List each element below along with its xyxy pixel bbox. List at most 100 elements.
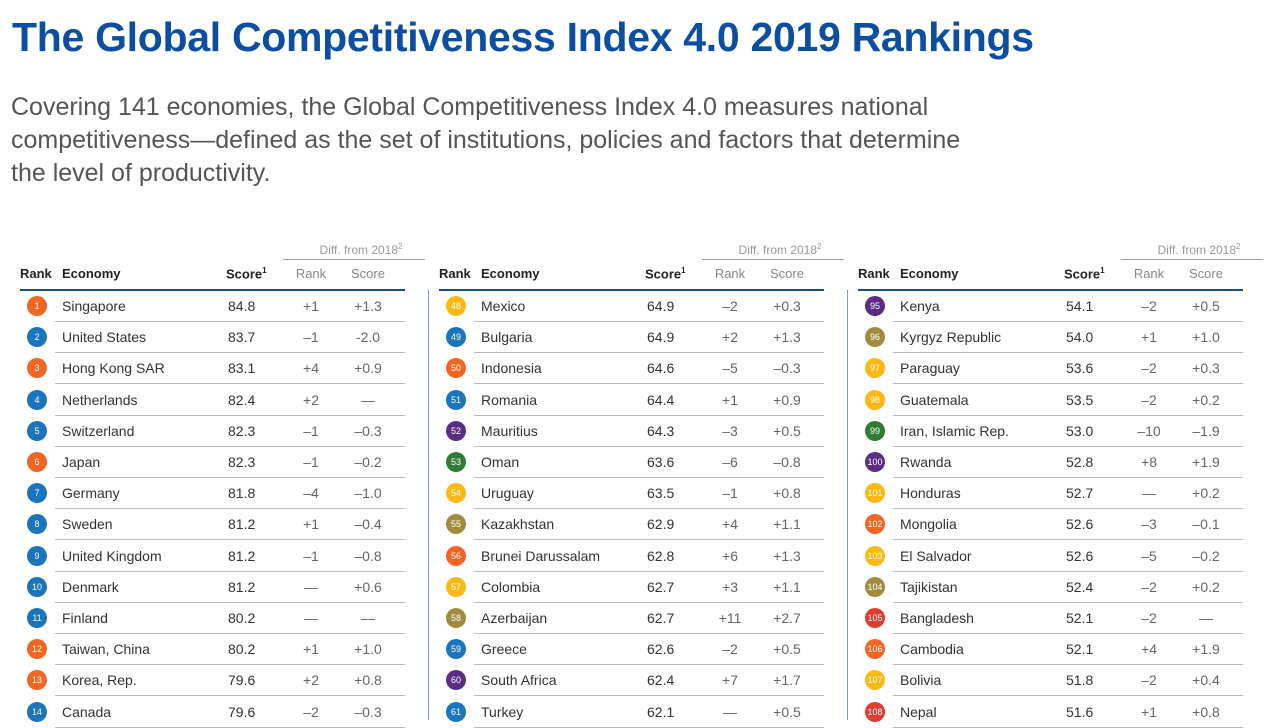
rank-badge: 59 bbox=[446, 639, 466, 660]
economy: Nepal bbox=[900, 703, 937, 720]
economy: Kazakhstan bbox=[481, 516, 555, 533]
diff-rank: +2 bbox=[303, 391, 319, 408]
score: 83.1 bbox=[228, 360, 256, 377]
header-rule bbox=[439, 289, 824, 291]
score: 53.6 bbox=[1066, 360, 1094, 377]
score: 81.8 bbox=[228, 485, 256, 502]
row-rule bbox=[893, 477, 1243, 478]
diff-score: — bbox=[361, 391, 375, 408]
diff-score: +1.0 bbox=[1192, 329, 1220, 346]
rank-badge: 4 bbox=[27, 389, 47, 410]
score: 62.1 bbox=[647, 703, 675, 720]
diff-rank: –2 bbox=[303, 703, 319, 720]
economy: Mauritius bbox=[481, 422, 538, 439]
rank-badge: 3 bbox=[27, 358, 47, 379]
score: 81.2 bbox=[228, 578, 256, 595]
group-rule bbox=[283, 259, 425, 260]
row-rule bbox=[55, 508, 405, 510]
header-economy: Economy bbox=[900, 266, 959, 281]
economy: Oman bbox=[481, 454, 520, 470]
economy: Korea, Rep. bbox=[62, 672, 137, 689]
diff-rank: — bbox=[723, 703, 737, 720]
score: 82.3 bbox=[228, 422, 256, 439]
diff-rank: +1 bbox=[1141, 329, 1157, 346]
diff-rank: –2 bbox=[1141, 391, 1157, 408]
diff-rank: +11 bbox=[718, 610, 742, 626]
diff-score: –0.3 bbox=[354, 422, 382, 439]
diff-score: +0.9 bbox=[773, 391, 801, 408]
rank-badge: 10 bbox=[27, 576, 47, 597]
rank-badge: 51 bbox=[446, 389, 466, 410]
row-rule bbox=[474, 477, 824, 478]
score: 62.7 bbox=[647, 610, 675, 626]
row-rule bbox=[893, 445, 1243, 447]
rank-badge: 50 bbox=[446, 358, 466, 379]
row-rule bbox=[474, 695, 824, 697]
diff-rank: +7 bbox=[722, 672, 738, 689]
diff-score: +1.0 bbox=[354, 641, 382, 658]
header-rule bbox=[20, 289, 405, 291]
score: 52.8 bbox=[1066, 454, 1094, 470]
economy: Bulgaria bbox=[481, 329, 533, 346]
economy: Switzerland bbox=[62, 422, 135, 439]
diff-rank: +3 bbox=[722, 578, 738, 595]
diff-score: — bbox=[361, 610, 375, 626]
economy: Brunei Darussalam bbox=[481, 547, 601, 564]
row-rule bbox=[474, 664, 824, 666]
footnote-mark: 2 bbox=[398, 242, 403, 251]
score: 54.1 bbox=[1066, 298, 1094, 314]
diff-score: +0.2 bbox=[1192, 485, 1220, 502]
rank-badge: 105 bbox=[865, 608, 885, 628]
rank-badge: 5 bbox=[27, 420, 47, 441]
score: 79.6 bbox=[228, 703, 256, 720]
score: 64.9 bbox=[647, 298, 675, 314]
diff-rank: –10 bbox=[1137, 422, 1161, 439]
score: 51.6 bbox=[1066, 703, 1094, 720]
row-rule bbox=[55, 321, 405, 322]
diff-score: -2.0 bbox=[355, 329, 381, 346]
score: 52.1 bbox=[1066, 641, 1094, 658]
score: 81.2 bbox=[228, 547, 256, 564]
diff-score: +0.5 bbox=[773, 641, 801, 658]
diff-score: +1.3 bbox=[354, 298, 382, 314]
diff-rank: +1 bbox=[303, 641, 319, 658]
diff-rank: +1 bbox=[303, 516, 319, 533]
rank-badge: 102 bbox=[865, 514, 885, 535]
diff-rank: –1 bbox=[303, 422, 319, 439]
header-diff-rank: Rank bbox=[714, 266, 746, 281]
diff-score: +1.3 bbox=[773, 329, 801, 346]
diff-score: +0.5 bbox=[773, 422, 801, 439]
diff-score: +1.7 bbox=[773, 672, 801, 689]
diff-rank: +4 bbox=[1141, 641, 1157, 658]
diff-score: +2.7 bbox=[773, 610, 801, 626]
economy: Cambodia bbox=[900, 641, 964, 658]
diff-score: — bbox=[1199, 610, 1213, 626]
footnote-mark: 2 bbox=[817, 242, 822, 251]
rank-badge: 60 bbox=[446, 670, 466, 691]
diff-score: +0.4 bbox=[1192, 672, 1220, 689]
row-rule bbox=[55, 726, 405, 728]
rank-badge: 7 bbox=[27, 483, 47, 504]
rank-badge: 1 bbox=[27, 296, 47, 316]
rank-badge: 97 bbox=[865, 358, 885, 379]
row-rule bbox=[55, 352, 405, 354]
header-diff-rank: Rank bbox=[295, 266, 327, 281]
diff-score: +0.8 bbox=[1192, 703, 1220, 720]
subtitle-line: the level of productivity. bbox=[11, 159, 271, 187]
row-rule bbox=[474, 570, 824, 572]
diff-score: –1.9 bbox=[1192, 422, 1220, 439]
score: 62.4 bbox=[647, 672, 675, 689]
row-rule bbox=[893, 321, 1243, 322]
economy: Taiwan, China bbox=[62, 641, 150, 658]
row-rule bbox=[893, 570, 1243, 572]
header-diff-rank: Rank bbox=[1133, 266, 1165, 281]
score: 62.8 bbox=[647, 547, 675, 564]
rank-badge: 95 bbox=[865, 296, 885, 316]
row-rule bbox=[893, 383, 1243, 385]
rank-badge: 56 bbox=[446, 545, 466, 566]
diff-score: +1.1 bbox=[773, 516, 801, 533]
row-rule bbox=[893, 414, 1243, 416]
economy: El Salvador bbox=[900, 547, 972, 564]
subtitle-line: competitiveness—defined as the set of in… bbox=[11, 126, 961, 154]
row-rule bbox=[474, 352, 824, 354]
